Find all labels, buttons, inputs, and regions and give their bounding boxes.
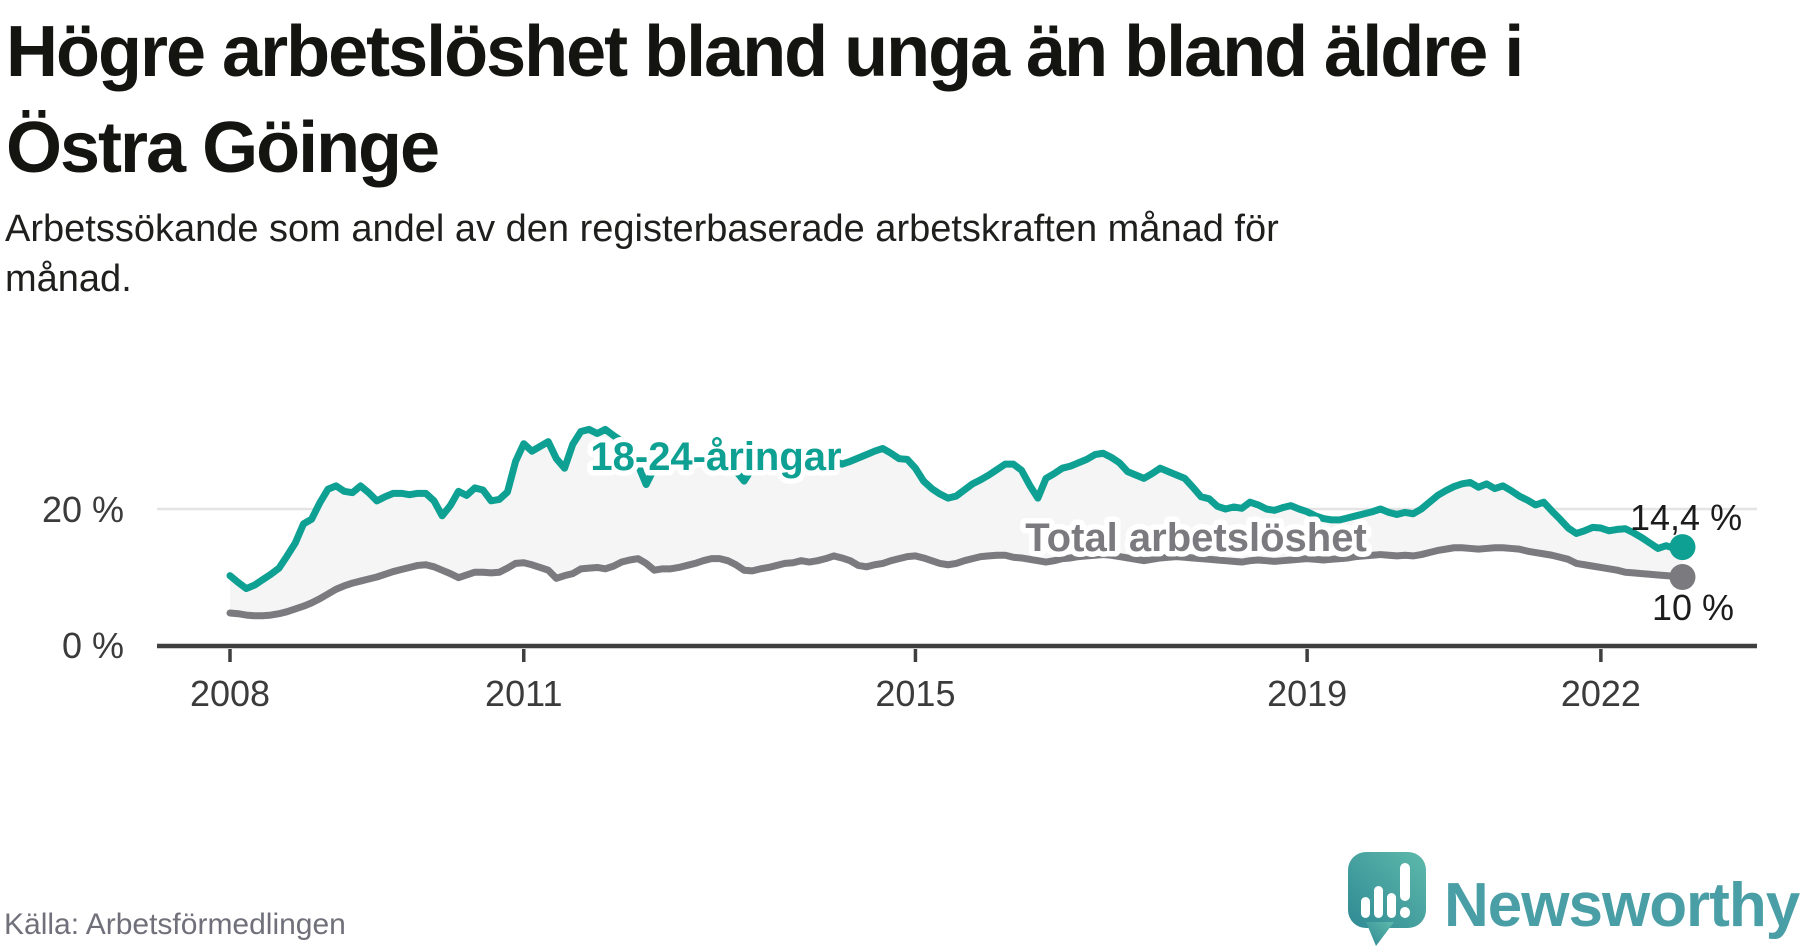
series-line-youth [226,425,1686,593]
logo-bar-2 [1374,886,1383,918]
logo-exclamation-bar [1400,863,1410,901]
x-tick-label-2022: 2022 [1561,673,1641,714]
page-title-line-1: Högre arbetslöshet bland unga än bland ä… [6,12,1524,92]
x-tick-label-2011: 2011 [485,673,562,714]
end-value-label-youth: 14,4 % [1630,497,1742,538]
logo-bar-3 [1387,893,1396,918]
x-tick-label-2008: 2008 [190,673,270,714]
series-label-total: Total arbetslöshet [1025,516,1367,560]
series-line-total [226,544,1686,620]
x-tick-label-2019: 2019 [1267,673,1347,714]
end-value-label-total: 10 % [1652,587,1734,628]
logo-bar-1 [1361,897,1370,918]
logo-wordmark: Newsworthy [1444,871,1800,940]
series-label-youth: 18-24-åringar [590,435,841,479]
page-title: Högre arbetslöshet bland unga än bland ä… [6,4,1786,196]
end-dot-total [1669,564,1696,590]
page-title-line-2: Östra Göinge [6,108,440,188]
newsworthy-logo: Newsworthy [1348,850,1800,948]
x-tick-label-2015: 2015 [875,673,955,714]
page-subtitle-line-2: månad. [5,258,132,300]
page-subtitle: Arbetssökande som andel av den registerb… [5,204,1605,304]
y-tick-label-20pct: 20 % [42,489,124,530]
y-tick-label-0pct: 0 % [62,625,124,666]
logo-speech-bubble-icon [1348,852,1426,946]
source-note: Källa: Arbetsförmedlingen [4,908,346,941]
logo-exclamation-dot [1400,907,1410,918]
area-between-series [230,429,1683,616]
page-subtitle-line-1: Arbetssökande som andel av den registerb… [5,208,1279,250]
end-dot-youth [1669,534,1696,561]
